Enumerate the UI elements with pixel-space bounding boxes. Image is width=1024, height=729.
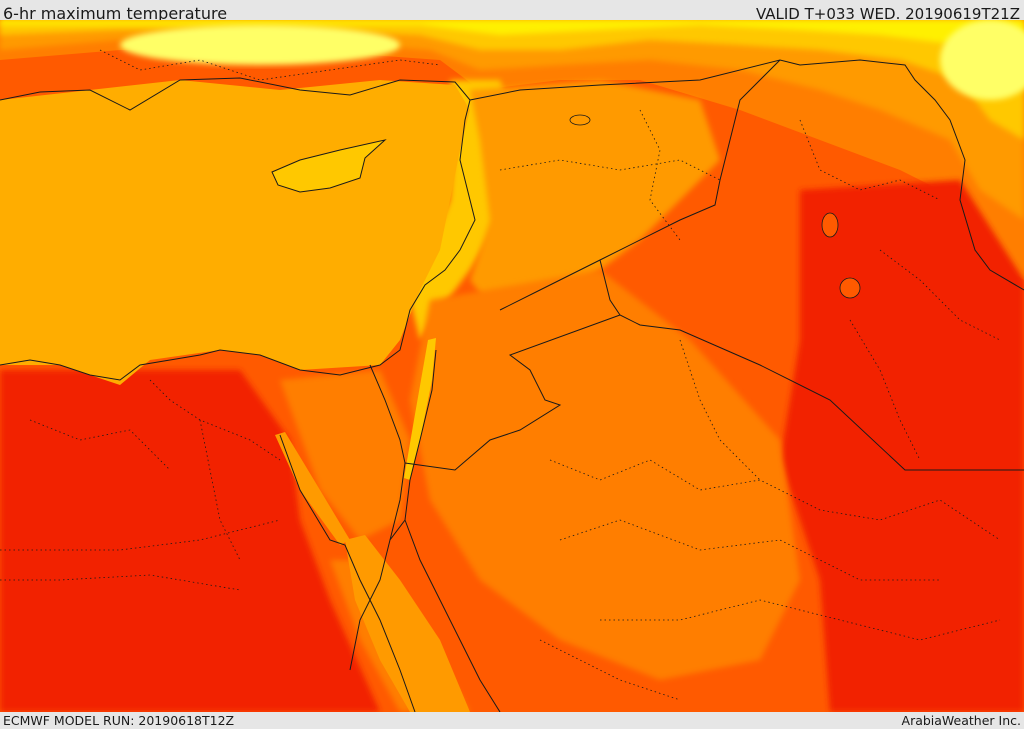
temperature-map	[0, 20, 1024, 712]
header-bar: 6-hr maximum temperature VALID T+033 WED…	[0, 0, 1024, 23]
map-canvas	[0, 20, 1024, 712]
red-sea	[345, 535, 470, 712]
zone-north-orange	[0, 20, 1024, 280]
country-borders	[0, 59, 1024, 712]
lake-milh	[839, 277, 861, 299]
zone-sinai-orange	[280, 370, 410, 540]
zone-iraq-red	[780, 180, 1024, 712]
zone-north-paleyellow	[120, 25, 400, 65]
zone-northeast-paleyellow	[940, 20, 1024, 100]
lake-assad	[569, 114, 591, 126]
credit-label: ArabiaWeather Inc.	[901, 713, 1021, 728]
dead-sea-strip	[404, 338, 436, 480]
map-title: 6-hr maximum temperature	[3, 4, 228, 23]
lake-tharthar	[821, 212, 839, 238]
gulf-of-suez	[275, 432, 350, 545]
zone-north-lightorange	[0, 20, 1024, 220]
province-boundaries	[0, 49, 1001, 701]
cyprus-island	[271, 139, 387, 193]
valid-time-label: VALID T+033 WED. 20190619T21Z	[755, 5, 1020, 23]
zone-jordan-orange	[410, 270, 800, 680]
zone-syria-lightorange	[470, 80, 720, 320]
zone-north-yellow	[0, 20, 1024, 60]
model-run-label: ECMWF MODEL RUN: 20190618T12Z	[3, 713, 235, 728]
mediterranean-sea	[0, 80, 470, 385]
footer-bar: ECMWF MODEL RUN: 20190618T12Z ArabiaWeat…	[0, 712, 1024, 729]
